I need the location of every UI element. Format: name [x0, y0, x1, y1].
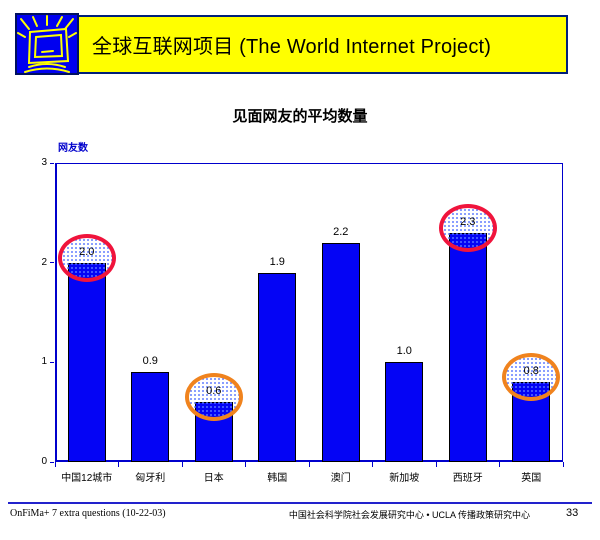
chart-bar — [385, 362, 424, 462]
page-number: 33 — [566, 507, 579, 519]
category-label: 日本 — [203, 473, 224, 484]
category-label: 新加坡 — [389, 473, 420, 484]
bar-value-label: 1.0 — [396, 345, 412, 358]
bar-value-label: 0.9 — [142, 355, 158, 368]
y-tick-label: 1 — [41, 356, 47, 368]
bar-value-label: 1.9 — [269, 255, 285, 268]
y-tick-label: 2 — [41, 256, 47, 268]
footer-right-text: 中国社会科学院社会发展研究中心 • UCLA 传播政策研究中心 — [288, 510, 530, 520]
bar-value-label: 0.6 — [206, 385, 222, 398]
x-tick-mark — [499, 462, 500, 467]
x-tick-mark — [435, 462, 437, 467]
highlight-circle — [57, 233, 116, 282]
x-tick-mark — [181, 462, 183, 467]
x-tick-mark — [308, 462, 310, 467]
y-axis-title: 网友数 — [58, 143, 88, 154]
bar-value-label: 2.2 — [333, 225, 349, 238]
category-label: 韩国 — [267, 473, 288, 484]
plot-area — [55, 163, 563, 462]
y-tick-mark — [50, 461, 54, 463]
x-tick-mark — [562, 462, 564, 467]
chart-bar — [321, 242, 360, 462]
highlight-circle — [502, 353, 561, 402]
y-tick-mark — [50, 162, 54, 164]
highlight-circle — [438, 203, 497, 252]
y-tick-mark — [50, 361, 54, 363]
category-label: 英国 — [521, 473, 542, 484]
y-tick-label: 3 — [41, 157, 47, 168]
bar-value-label: 2.0 — [79, 245, 95, 258]
footer-divider — [8, 502, 592, 504]
header-band: 全球互联网项目 (The World Internet Project) — [18, 15, 568, 74]
chart-bar — [131, 372, 170, 462]
chart-title: 见面网友的平均数量 — [232, 108, 368, 125]
x-tick-mark — [372, 462, 373, 467]
highlight-circle — [184, 373, 243, 422]
y-tick-label: 0 — [41, 456, 47, 467]
footer-left-text: OnFiMa+ 7 extra questions (10-22-03) — [10, 508, 166, 519]
category-label: 澳门 — [330, 473, 351, 484]
x-tick-mark — [54, 462, 56, 467]
bar-value-label: 0.8 — [523, 365, 539, 378]
category-label: 匈牙利 — [135, 473, 166, 484]
category-label: 西班牙 — [452, 473, 483, 484]
category-label: 中国12城市 — [61, 473, 113, 484]
bar-value-label: 2.3 — [460, 215, 476, 228]
chart-bar — [67, 262, 106, 462]
logo-drawing — [17, 15, 77, 73]
x-tick-mark — [118, 462, 119, 467]
chart-bar — [258, 272, 297, 462]
crt-monitor-rays-icon — [15, 13, 79, 75]
y-tick-mark — [50, 262, 54, 264]
x-tick-mark — [245, 462, 246, 467]
header-title: 全球互联网项目 (The World Internet Project) — [92, 36, 492, 58]
chart-bar — [448, 232, 487, 462]
